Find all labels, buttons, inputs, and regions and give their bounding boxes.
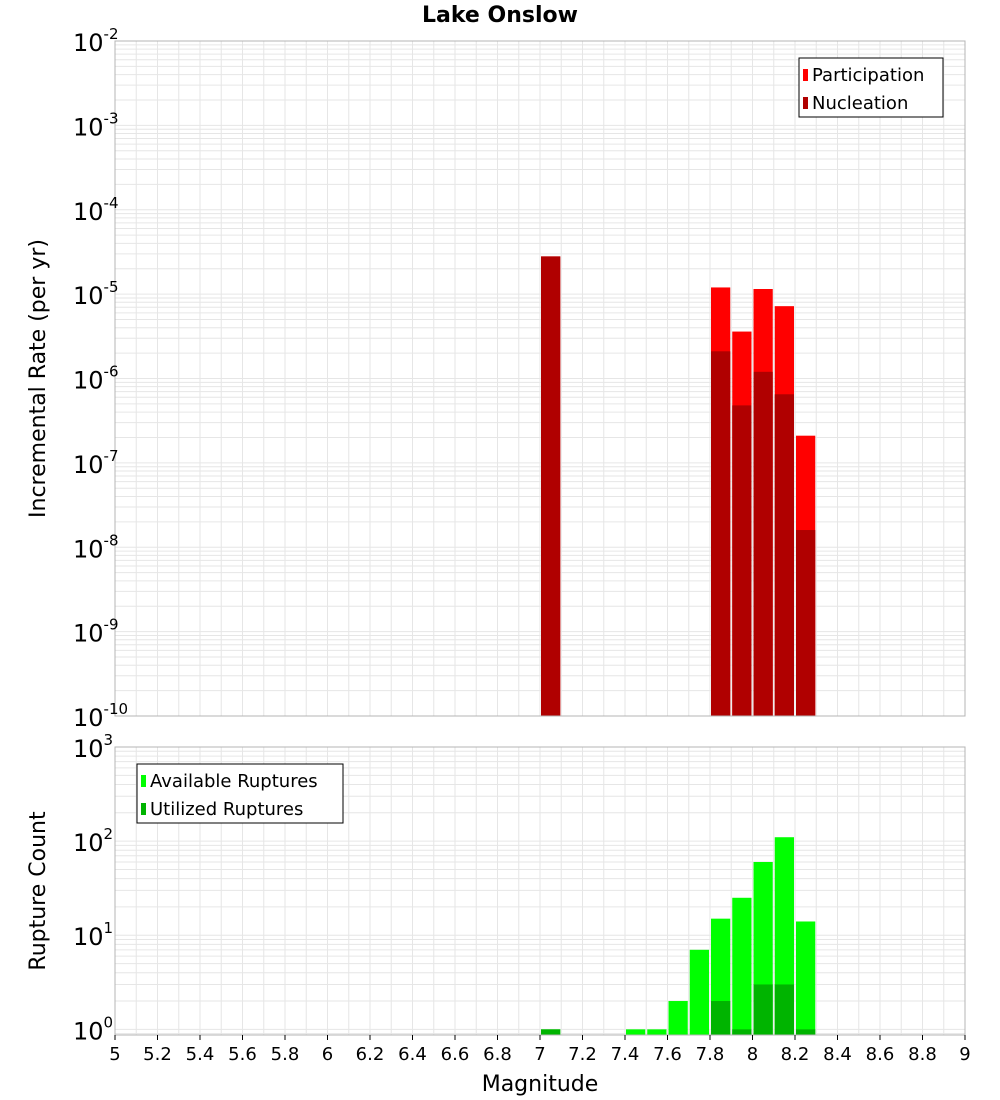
legend-swatch xyxy=(803,69,808,81)
series-utilized-ruptures xyxy=(541,984,816,1035)
y-tick-exponent: -3 xyxy=(104,109,119,127)
bar xyxy=(774,394,794,716)
x-tick-label: 8.6 xyxy=(866,1044,895,1065)
x-tick-label: 6.8 xyxy=(483,1044,512,1065)
y-tick-label: 101 xyxy=(73,919,113,951)
y-tick-exponent: 2 xyxy=(104,825,114,843)
x-tick-label: 8.2 xyxy=(781,1044,810,1065)
y-tick-label: 10-6 xyxy=(73,363,119,395)
bar xyxy=(541,1029,561,1035)
y-tick-exponent: -9 xyxy=(104,616,119,634)
bar xyxy=(668,1001,688,1035)
x-tick-label: 7.4 xyxy=(611,1044,640,1065)
y-tick-label: 10-8 xyxy=(73,531,119,563)
bar xyxy=(647,1029,667,1035)
x-tick-label: 7.8 xyxy=(696,1044,725,1065)
y-axis-label: Rupture Count xyxy=(26,811,51,971)
x-tick-label: 9 xyxy=(959,1044,970,1065)
y-tick-exponent: 1 xyxy=(104,919,114,937)
y-tick-exponent: -8 xyxy=(104,531,119,549)
bar xyxy=(711,351,731,716)
x-tick-label: 7.6 xyxy=(653,1044,682,1065)
x-tick-label: 6 xyxy=(322,1044,333,1065)
bar xyxy=(796,921,816,1035)
x-tick-label: 5.4 xyxy=(186,1044,215,1065)
bar xyxy=(796,530,816,716)
y-tick-exponent: -7 xyxy=(104,447,119,465)
legend-swatch xyxy=(141,803,146,815)
legend-label: Nucleation xyxy=(812,93,908,114)
bar xyxy=(626,1029,646,1035)
x-tick-label: 7.2 xyxy=(568,1044,597,1065)
y-tick-label: 100 xyxy=(73,1013,113,1045)
legend-box xyxy=(798,57,944,118)
plot-frame xyxy=(114,40,966,717)
y-tick-exponent: -5 xyxy=(104,278,119,296)
x-tick-label: 8 xyxy=(747,1044,758,1065)
legend: Available Ruptures Utilized Ruptures xyxy=(136,763,344,824)
y-tick-label: 10-4 xyxy=(73,194,119,226)
bar xyxy=(753,984,773,1035)
y-tick-exponent: -4 xyxy=(104,194,119,212)
x-tick-label: 5 xyxy=(109,1044,120,1065)
y-tick-label: 10-2 xyxy=(73,25,119,57)
x-tick-label: 6.2 xyxy=(356,1044,385,1065)
bar xyxy=(732,1029,752,1035)
y-tick-exponent: -6 xyxy=(104,363,119,381)
y-tick-exponent: 0 xyxy=(104,1013,114,1031)
y-tick-exponent: 3 xyxy=(104,731,114,749)
bar xyxy=(732,405,752,716)
rate-panel: 10-10 10-9 10-8 10-7 10-6 10-5 10-4 10-3 10-2 Inc… xyxy=(26,25,966,732)
bar xyxy=(711,1001,731,1035)
y-tick-label: 103 xyxy=(73,731,113,763)
y-tick-exponent: -10 xyxy=(104,700,129,718)
x-tick-label: 5.6 xyxy=(228,1044,257,1065)
legend: Participation Nucleation xyxy=(798,57,944,118)
legend-label: Utilized Ruptures xyxy=(150,799,303,820)
legend-swatch xyxy=(803,97,808,109)
y-gridlines xyxy=(115,750,965,1035)
chart-title: Lake Onslow xyxy=(422,3,578,28)
x-tick-label: 7 xyxy=(534,1044,545,1065)
bar xyxy=(541,256,561,716)
legend-label: Participation xyxy=(812,65,924,86)
legend-label: Available Ruptures xyxy=(150,771,318,792)
y-tick-label: 10-3 xyxy=(73,109,119,141)
bar xyxy=(732,897,752,1035)
y-tick-label: 10-7 xyxy=(73,447,119,479)
legend-box xyxy=(136,763,344,824)
bar xyxy=(753,371,773,716)
bar xyxy=(689,949,709,1035)
x-tick-label: 5.2 xyxy=(143,1044,172,1065)
bar xyxy=(796,1029,816,1035)
x-axis-label: Magnitude xyxy=(482,1072,599,1097)
x-tick-label: 6.6 xyxy=(441,1044,470,1065)
y-axis-label: Incremental Rate (per yr) xyxy=(26,239,51,518)
x-ticks: 5 5.2 5.4 5.6 5.8 6 6.2 6.4 6.6 6.8 7 7.2 7.4 7.6 7.8 8… xyxy=(109,1035,971,1065)
y-tick-label: 10-10 xyxy=(73,700,128,732)
x-tick-label: 8.8 xyxy=(908,1044,937,1065)
bar xyxy=(774,984,794,1035)
x-tick-label: 5.8 xyxy=(271,1044,300,1065)
x-tick-label: 6.4 xyxy=(398,1044,427,1065)
y-tick-label: 10-9 xyxy=(73,616,119,648)
y-tick-exponent: -2 xyxy=(104,25,119,43)
y-tick-label: 10-5 xyxy=(73,278,119,310)
y-tick-label: 102 xyxy=(73,825,113,857)
series-nucleation xyxy=(541,256,816,716)
legend-swatch xyxy=(141,775,146,787)
x-tick-label: 8.4 xyxy=(823,1044,852,1065)
